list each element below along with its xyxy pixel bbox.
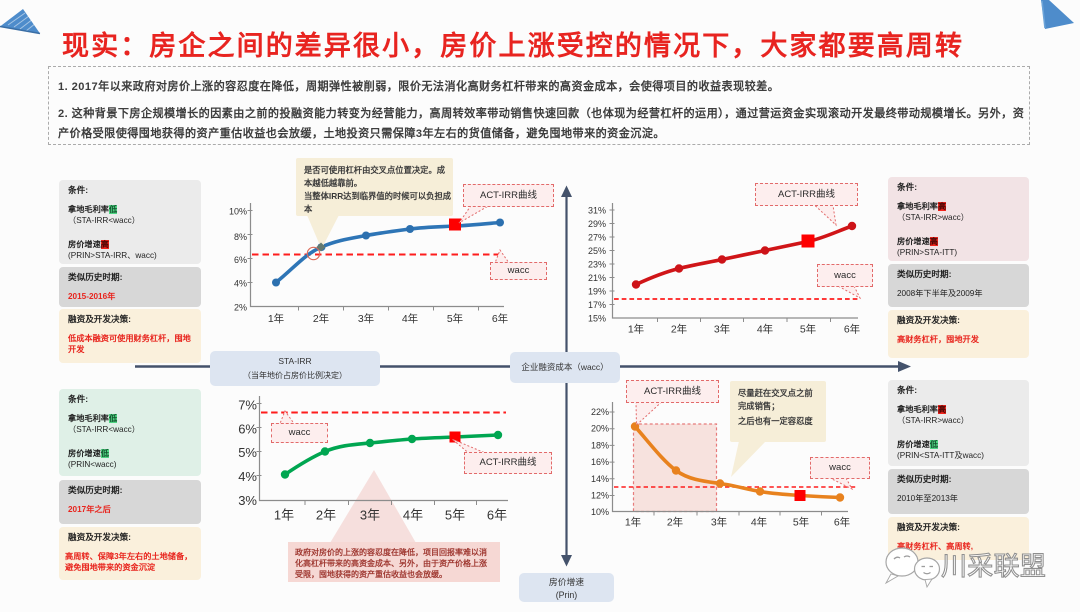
svg-text:23%: 23% [588,260,606,270]
svg-text:21%: 21% [588,273,606,283]
svg-text:10%: 10% [229,207,247,217]
svg-text:14%: 14% [591,474,609,484]
svg-text:5年: 5年 [800,323,816,336]
svg-text:3年: 3年 [714,323,730,336]
svg-text:27%: 27% [588,233,606,243]
svg-text:4年: 4年 [403,508,423,523]
svg-text:4年: 4年 [757,323,773,336]
svg-text:5年: 5年 [793,516,809,529]
svg-text:4年: 4年 [751,516,767,529]
svg-text:16%: 16% [591,457,609,467]
svg-text:31%: 31% [588,206,606,216]
svg-text:25%: 25% [588,246,606,256]
svg-text:3年: 3年 [360,508,380,523]
svg-text:17%: 17% [588,300,606,310]
svg-text:6年: 6年 [834,516,850,529]
svg-text:12%: 12% [591,491,609,501]
svg-text:22%: 22% [591,407,609,417]
svg-text:3%: 3% [238,493,257,508]
svg-text:8%: 8% [234,232,247,242]
svg-text:4%: 4% [238,469,257,484]
svg-text:5%: 5% [238,445,257,460]
svg-text:15%: 15% [588,314,606,324]
svg-text:2年: 2年 [313,312,329,325]
svg-text:6%: 6% [238,422,257,437]
svg-text:4%: 4% [234,279,247,289]
svg-text:3年: 3年 [711,516,727,529]
svg-text:1年: 1年 [625,516,641,529]
svg-text:7%: 7% [238,398,257,413]
svg-text:10%: 10% [591,507,609,517]
svg-text:6年: 6年 [844,323,860,336]
svg-text:19%: 19% [588,287,606,297]
svg-text:2年: 2年 [667,516,683,529]
svg-text:1年: 1年 [628,323,644,336]
svg-text:18%: 18% [591,440,609,450]
svg-text:2年: 2年 [316,508,336,523]
svg-text:2年: 2年 [671,323,687,336]
svg-text:2%: 2% [234,303,247,313]
svg-text:1年: 1年 [274,508,294,523]
svg-text:5年: 5年 [447,312,463,325]
svg-text:4年: 4年 [402,312,418,325]
svg-text:20%: 20% [591,424,609,434]
svg-text:6年: 6年 [492,312,508,325]
svg-text:1年: 1年 [268,312,284,325]
svg-text:29%: 29% [588,219,606,229]
svg-text:川采联盟: 川采联盟 [941,551,1046,581]
svg-text:6%: 6% [234,255,247,265]
svg-text:5年: 5年 [445,508,465,523]
svg-text:6年: 6年 [487,508,507,523]
svg-text:3年: 3年 [358,312,374,325]
